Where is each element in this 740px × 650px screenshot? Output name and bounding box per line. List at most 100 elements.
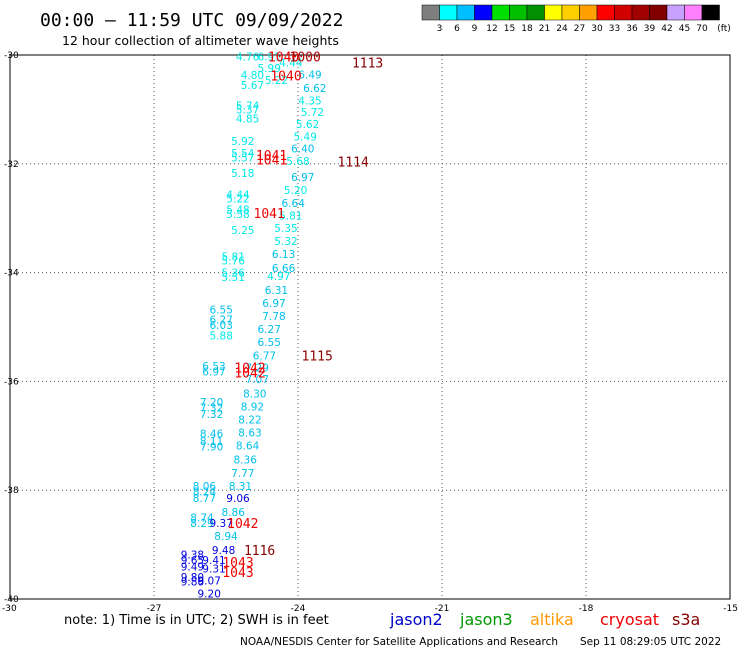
wave-height-label: 8.22 <box>238 414 261 426</box>
footer-note: note: 1) Time is in UTC; 2) SWH is in fe… <box>64 613 329 628</box>
wave-height-label: 9.86 <box>181 577 205 589</box>
chart-subtitle: 12 hour collection of altimeter wave hei… <box>62 33 339 48</box>
wave-height-label: 5.67 <box>241 80 264 92</box>
wave-height-label: 5.92 <box>231 136 254 148</box>
wave-height-label: 8.11 <box>200 436 223 448</box>
color-scale-value: 24 <box>556 24 568 34</box>
wave-height-label: 6.64 <box>282 198 306 210</box>
color-scale-swatch <box>439 4 458 21</box>
wave-height-label: 6.97 <box>202 367 225 379</box>
footer-timestamp: Sep 11 08:29:05 UTC 2022 <box>580 636 721 648</box>
color-scale-value: 30 <box>591 24 603 34</box>
wave-height-label: 8.31 <box>229 481 252 493</box>
wave-height-label: 5.74 <box>236 101 260 113</box>
y-tick-label: -40 <box>4 595 19 605</box>
color-scale-swatch <box>579 4 598 21</box>
wave-height-label: 8.06 <box>193 481 217 493</box>
wave-height-label: 7.77 <box>231 468 254 480</box>
pass-number-label: 1042 <box>234 361 265 376</box>
wave-height-label: 9.48 <box>212 545 235 557</box>
wave-height-label: 5.37 <box>236 104 259 116</box>
wave-height-label: 5.35 <box>274 223 297 235</box>
x-tick-label: -15 <box>723 604 738 614</box>
wave-height-label: 7.32 <box>200 409 223 421</box>
color-scale-value: 27 <box>574 24 585 34</box>
wave-height-label: 8.86 <box>222 507 246 519</box>
wave-height-label: 5.22 <box>265 75 288 87</box>
footer-credit: NOAA/NESDIS Center for Satellite Applica… <box>240 636 558 648</box>
color-scale-swatch <box>491 4 510 21</box>
wave-height-label: 5.76 <box>222 256 246 268</box>
color-scale-swatch <box>614 4 633 21</box>
wave-height-label: 6.03 <box>210 320 233 332</box>
legend-entry-altika: altika <box>530 610 574 629</box>
wave-height-label: 5.81 <box>279 210 302 222</box>
wave-height-label: 9.49 <box>181 561 204 573</box>
color-scale-swatch <box>456 4 475 21</box>
wave-height-label: 8.46 <box>200 429 224 441</box>
wave-height-label: 6.77 <box>253 350 276 362</box>
pass-number-label: 1041 <box>256 149 287 164</box>
legend-entry-s3a: s3a <box>672 610 700 629</box>
pass-number-label: 1042 <box>227 517 258 532</box>
color-scale-value: 21 <box>539 24 550 34</box>
pass-number-label: 1113 <box>352 57 383 72</box>
wave-height-label: 6.55 <box>258 337 281 349</box>
grid-lines <box>10 55 730 599</box>
wave-height-label: 4.35 <box>298 96 321 108</box>
wave-height-label: 7.29 <box>246 362 269 374</box>
wave-height-label: 9.65 <box>181 555 204 567</box>
wave-height-label: 6.97 <box>291 172 314 184</box>
wave-height-label: 5.57 <box>231 152 254 164</box>
color-scale-bar: 3 6 9 12 15 18 21 24 27 30 33 36 39 42 45 70 (ft) <box>421 4 731 34</box>
wave-height-label: 6.13 <box>272 249 295 261</box>
satellite-legend: jason2 jason3 altika cryosat s3a <box>389 610 700 629</box>
wave-height-label: 7.20 <box>200 397 223 409</box>
color-scale-value: 36 <box>626 24 638 34</box>
wave-height-label: 8.24 <box>193 486 217 498</box>
wave-height-label: 8.94 <box>214 531 238 543</box>
pass-number-label: 1042 <box>234 367 265 382</box>
legend-entry-jason3: jason3 <box>459 610 513 629</box>
wave-height-label: 9.37 <box>210 518 233 530</box>
wave-height-label: 8.74 <box>190 512 214 524</box>
wave-height-label: 7.32 <box>200 403 223 415</box>
x-tick-label: -21 <box>435 604 450 614</box>
color-scale-swatch <box>596 4 615 21</box>
color-scale-swatch <box>544 4 563 21</box>
wave-height-label: 5.58 <box>226 209 249 221</box>
wave-height-label: 5.68 <box>286 156 309 168</box>
pass-number-label: 1041 <box>256 153 287 168</box>
wave-height-label: 5.99 <box>258 63 281 75</box>
wave-height-label: 6.55 <box>210 305 233 317</box>
wave-height-label: 6.53 <box>202 361 225 373</box>
color-scale-swatch <box>474 4 493 21</box>
wave-height-label: 5.36 <box>222 268 246 280</box>
color-scale-swatch <box>631 4 650 21</box>
color-scale-swatch <box>701 4 720 21</box>
color-scale-value: 39 <box>644 24 656 34</box>
wave-height-label: 8.77 <box>193 493 216 505</box>
y-tick-label: -34 <box>4 269 19 279</box>
wave-height-label: 9.80 <box>181 572 204 584</box>
pass-number-label: 1000 <box>290 51 321 66</box>
wave-height-label: 9.07 <box>198 576 221 588</box>
wave-height-label: 7.78 <box>262 311 285 323</box>
color-scale-swatch <box>666 4 685 21</box>
wave-height-label: 4.44 <box>226 189 250 201</box>
plot-frame <box>9 54 731 600</box>
color-scale-swatch <box>684 4 703 21</box>
wave-height-label: 5.88 <box>210 331 233 343</box>
wave-height-label: 8.92 <box>241 401 264 413</box>
wave-height-label: 5.49 <box>294 132 317 144</box>
color-scale-value: 45 <box>679 24 690 34</box>
color-scale-unit: (ft) <box>717 24 731 34</box>
wave-height-label: 8.30 <box>243 388 266 400</box>
color-scale-swatch <box>526 4 545 21</box>
wave-height-label: 8.63 <box>238 428 261 440</box>
wave-height-label: 6.31 <box>265 285 288 297</box>
color-scale-value: 33 <box>609 24 620 34</box>
color-scale-value: 42 <box>661 24 672 34</box>
